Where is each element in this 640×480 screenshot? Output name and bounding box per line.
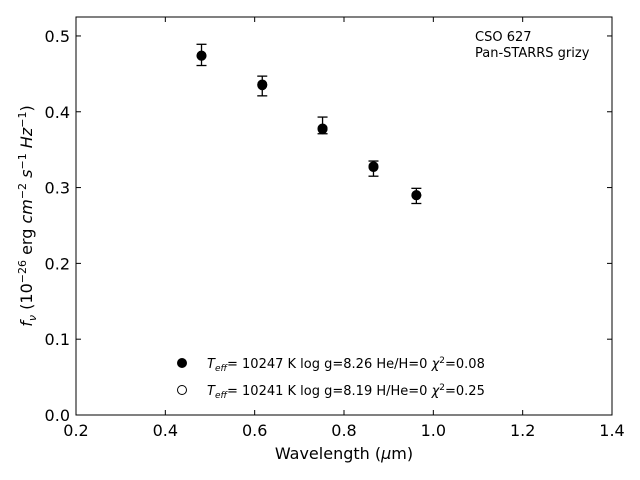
y-tick-label: 0.4	[45, 103, 70, 122]
data-marks	[196, 43, 422, 205]
model-point-filled	[257, 79, 268, 90]
legend-marker-filled	[177, 358, 187, 368]
model-point-filled	[196, 50, 207, 61]
x-axis-label: Wavelength (μm)	[275, 444, 413, 463]
y-tick-label: 0.0	[45, 406, 70, 425]
plot-frame	[75, 16, 613, 416]
model-point-filled	[368, 162, 379, 173]
legend-entry-0: Teff= 10247 K log g=8.26 He/H=0 χ2=0.08	[207, 356, 485, 374]
legend-entry-1: Teff= 10241 K log g=8.19 H/He=0 χ2=0.25	[207, 383, 485, 401]
y-axis-label: fν (10−26 erg cm−2 s−1 Hz−1)	[16, 105, 39, 326]
y-tick-label: 0.1	[45, 330, 70, 349]
y-tick-label: 0.3	[45, 179, 70, 198]
x-tick-label: 1.0	[421, 421, 446, 440]
model-point-filled	[317, 124, 328, 135]
x-tick-label: 0.6	[242, 421, 267, 440]
annotation-survey: Pan-STARRS grizy	[475, 46, 590, 61]
x-tick-label: 1.4	[599, 421, 624, 440]
model-point-filled	[411, 190, 422, 201]
axis-ticks: 0.2 0.4 0.6 0.8 1.0 1.2 1.4 0.0 0.1 0.2 0.3 0.4 0.5	[45, 17, 625, 440]
x-tick-label: 0.8	[331, 421, 356, 440]
x-tick-label: 1.2	[510, 421, 535, 440]
plot-area	[75, 16, 613, 416]
annotation-object-name: CSO 627	[475, 30, 532, 45]
x-tick-label: 0.2	[63, 421, 88, 440]
y-tick-label: 0.2	[45, 254, 70, 273]
legend-marker-open	[177, 385, 187, 395]
legend: Teff= 10247 K log g=8.26 He/H=0 χ2=0.08 …	[177, 356, 485, 401]
y-tick-label: 0.5	[45, 27, 70, 46]
x-tick-label: 0.4	[153, 421, 178, 440]
